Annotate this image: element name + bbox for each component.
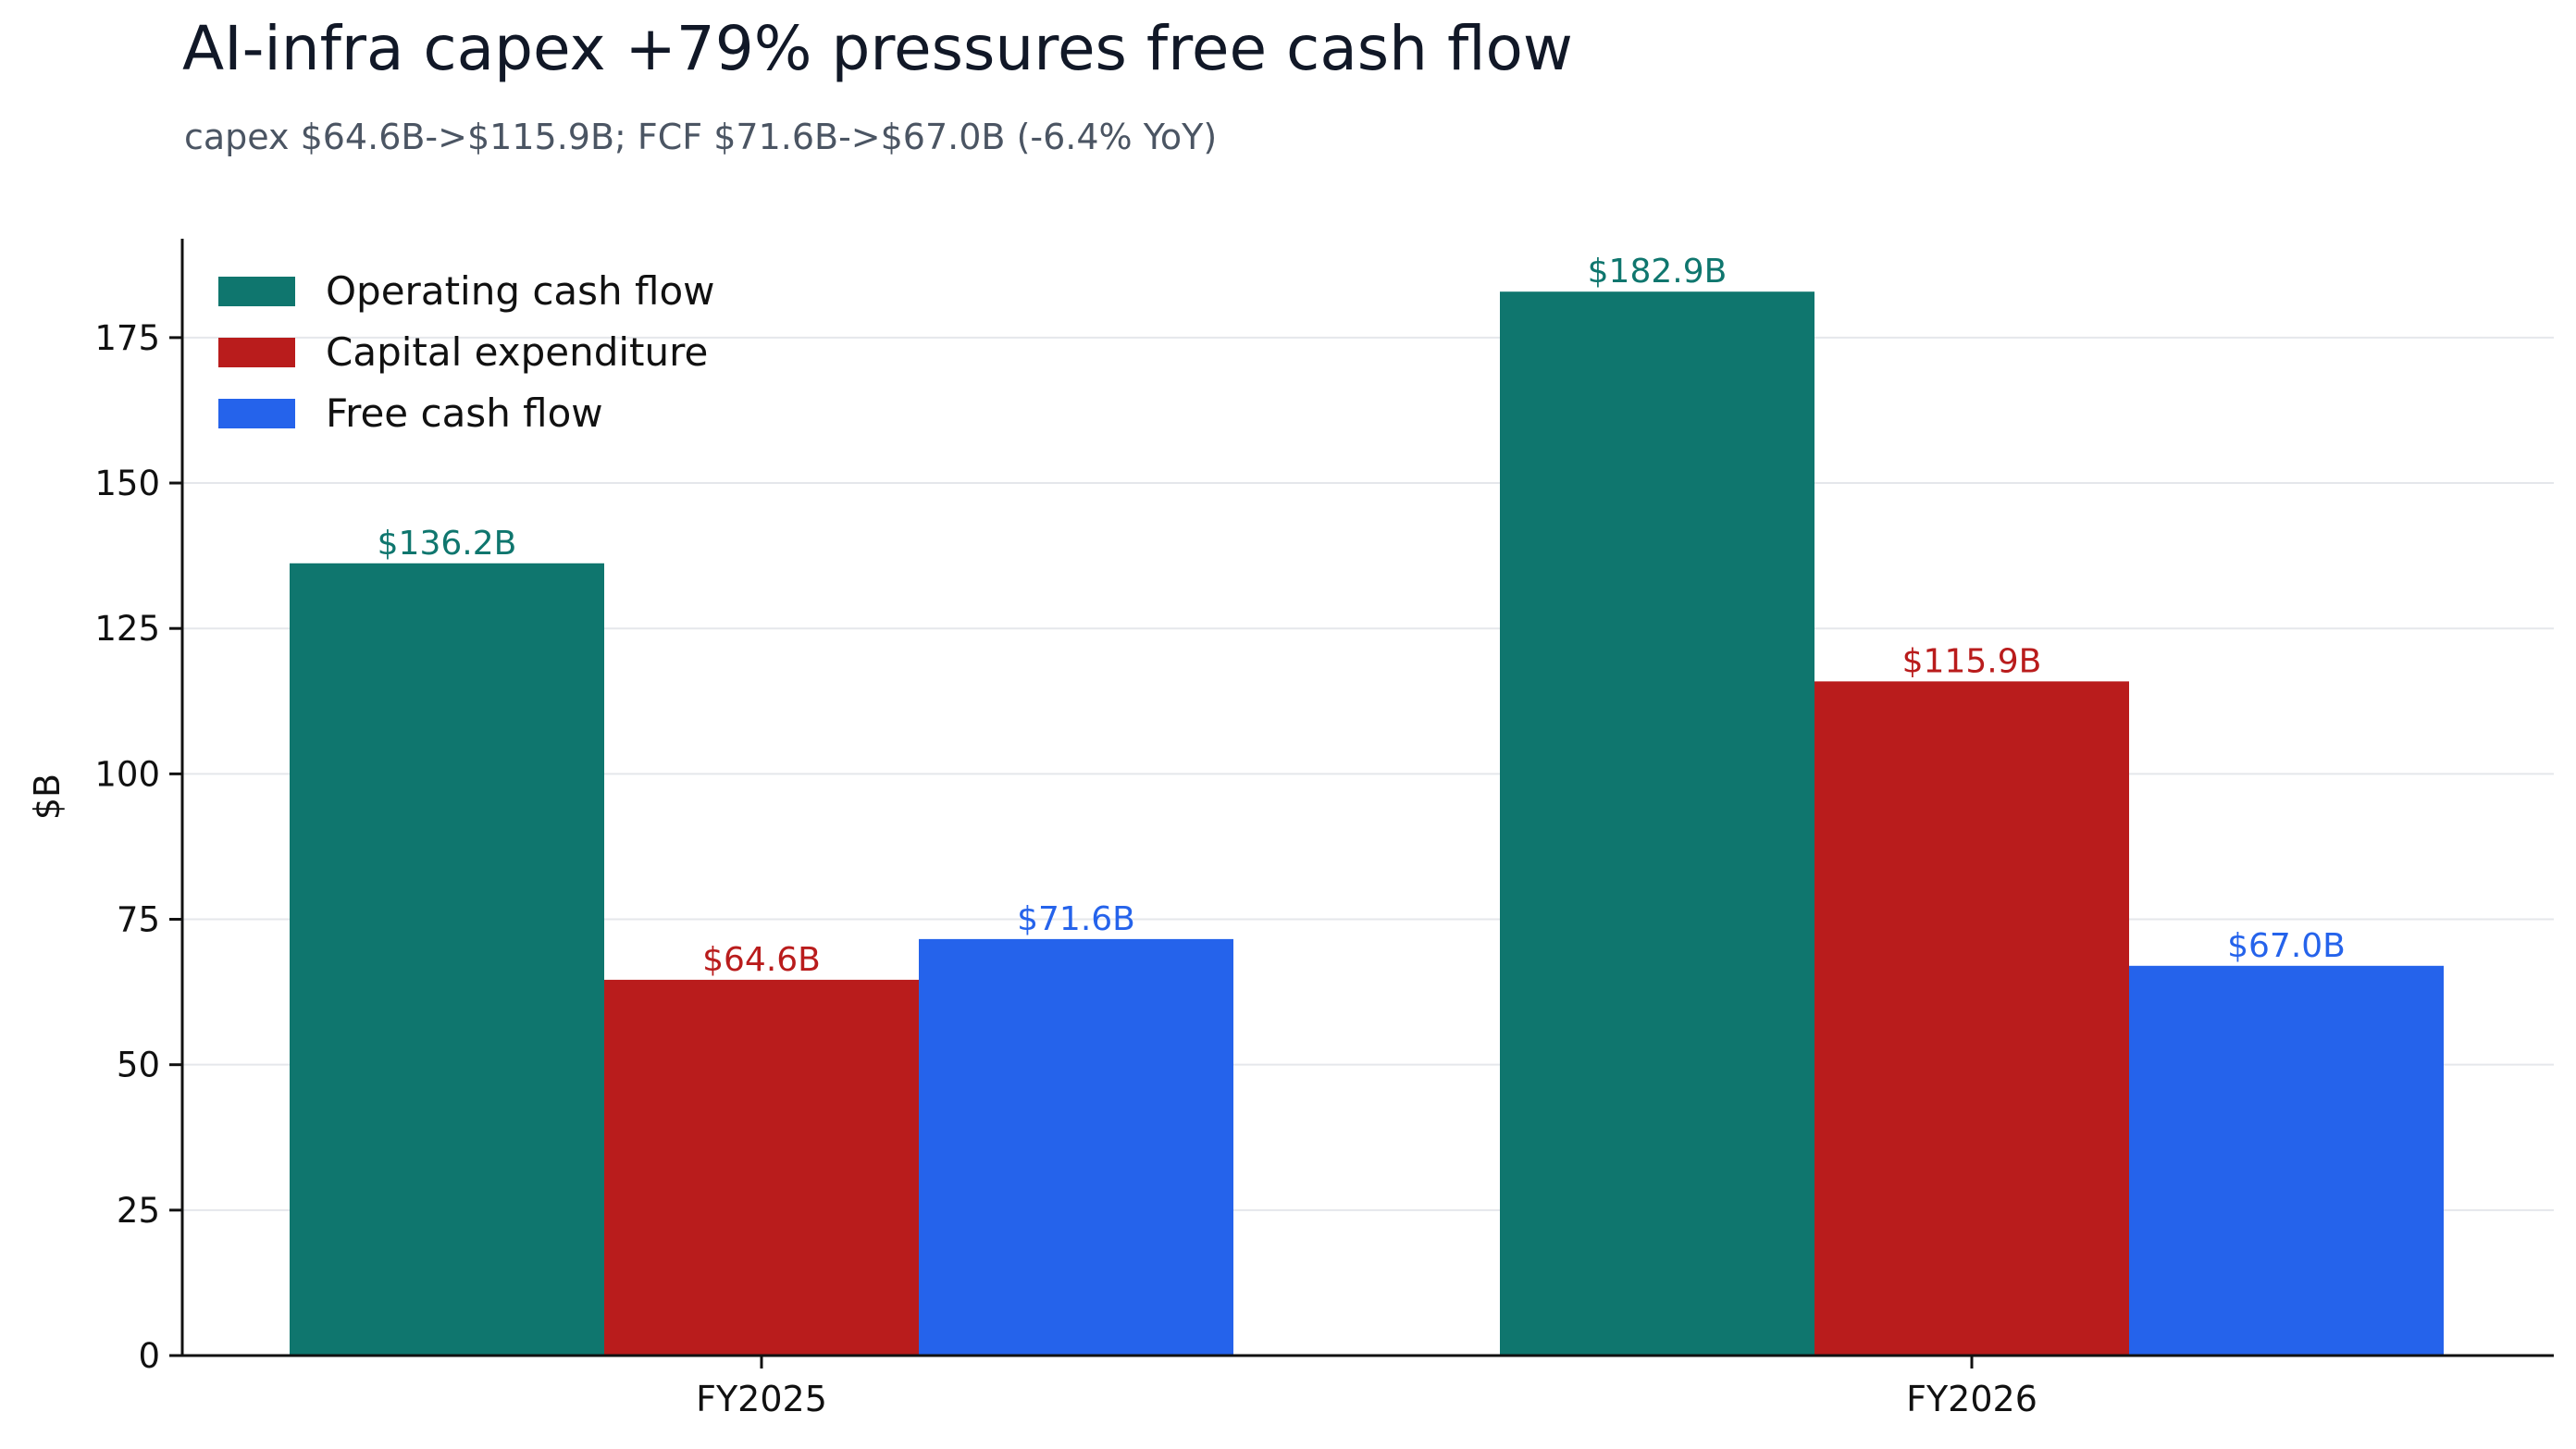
- legend-label: Capital expenditure: [326, 329, 708, 375]
- y-axis-label: $B: [27, 774, 68, 820]
- y-tick-label: 0: [138, 1336, 160, 1376]
- y-tick-label: 150: [94, 464, 160, 503]
- y-tick-label: 175: [94, 318, 160, 358]
- bar-value-label: $67.0B: [2227, 927, 2346, 965]
- y-tick-label: 50: [117, 1046, 160, 1085]
- chart-title: AI-infra capex +79% pressures free cash …: [182, 13, 1573, 84]
- bar-value-label: $115.9B: [1902, 642, 2042, 680]
- bar: [604, 979, 919, 1356]
- y-tick-label: 125: [94, 609, 160, 649]
- x-tick-label: FY2026: [1906, 1379, 2037, 1419]
- bar-value-label: $136.2B: [378, 525, 517, 563]
- bar: [290, 563, 604, 1356]
- y-tick-label: 100: [94, 754, 160, 794]
- axes: 0 25 50 75 100 125 150 175 FY2025 FY2026 $B: [27, 239, 2554, 1419]
- bar-value-label: $71.6B: [1017, 900, 1135, 938]
- y-tick-label: 75: [117, 900, 160, 940]
- bar: [2129, 965, 2444, 1356]
- legend-label: Free cash flow: [326, 390, 603, 436]
- legend-swatch: [218, 277, 295, 306]
- legend: Operating cash flow Capital expenditure Fr…: [218, 268, 715, 436]
- bar-value-label: $182.9B: [1588, 253, 1728, 291]
- chart-subtitle: capex $64.6B->$115.9B; FCF $71.6B->$67.0…: [184, 117, 1218, 157]
- bar-value-labels: $136.2B $64.6B $71.6B $182.9B $115.9B $67.0B: [378, 253, 2346, 979]
- legend-swatch: [218, 399, 295, 428]
- bars: [290, 291, 2444, 1356]
- bar: [1500, 291, 1814, 1356]
- legend-swatch: [218, 338, 295, 367]
- y-tick-label: 25: [117, 1191, 160, 1231]
- bar-value-label: $64.6B: [702, 941, 821, 979]
- bar: [1814, 681, 2129, 1356]
- bar: [919, 938, 1233, 1356]
- legend-label: Operating cash flow: [326, 268, 715, 314]
- x-tick-label: FY2025: [696, 1379, 827, 1419]
